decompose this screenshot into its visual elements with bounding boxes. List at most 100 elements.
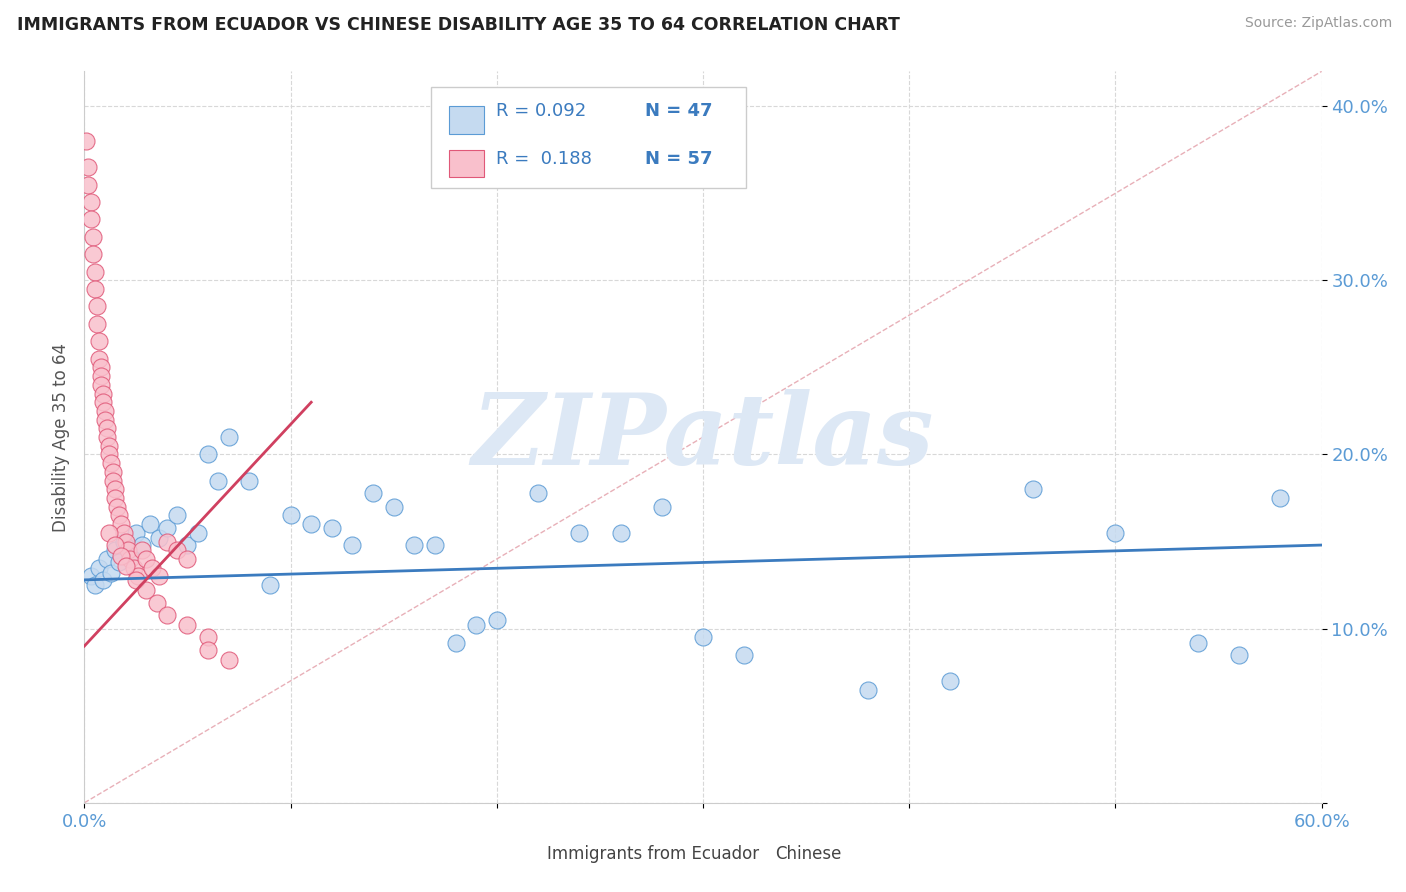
Point — [259, 578, 281, 592]
Point — [361, 485, 384, 500]
Point — [197, 448, 219, 462]
Y-axis label: Disability Age 35 to 64: Disability Age 35 to 64 — [52, 343, 70, 532]
Point — [110, 549, 132, 563]
Point — [166, 543, 188, 558]
Point — [176, 618, 198, 632]
Point — [299, 517, 322, 532]
Text: Immigrants from Ecuador: Immigrants from Ecuador — [547, 846, 759, 863]
Point — [82, 229, 104, 244]
Point — [280, 508, 302, 523]
Point — [856, 682, 879, 697]
Point — [91, 386, 114, 401]
Point — [218, 430, 240, 444]
Point — [94, 404, 117, 418]
Point — [156, 521, 179, 535]
Point — [139, 517, 162, 532]
Point — [651, 500, 673, 514]
Point — [1022, 483, 1045, 497]
Point — [96, 552, 118, 566]
Point — [321, 521, 343, 535]
Point — [127, 569, 149, 583]
Point — [90, 377, 112, 392]
Point — [135, 583, 157, 598]
Point — [75, 134, 97, 148]
Point — [79, 569, 101, 583]
Point — [98, 439, 121, 453]
Point — [382, 500, 405, 514]
Point — [197, 642, 219, 657]
Point — [82, 247, 104, 261]
Point — [96, 421, 118, 435]
Point — [485, 613, 508, 627]
Point — [98, 525, 121, 540]
Point — [90, 369, 112, 384]
Point — [114, 534, 136, 549]
Point — [86, 317, 108, 331]
Point — [90, 360, 112, 375]
Point — [939, 673, 962, 688]
Point — [156, 607, 179, 622]
Point — [465, 618, 488, 632]
Point — [79, 194, 101, 209]
Point — [609, 525, 631, 540]
Point — [110, 517, 132, 532]
Bar — [512, 832, 538, 855]
Bar — [450, 106, 484, 134]
Point — [104, 543, 127, 558]
Bar — [450, 150, 484, 178]
Point — [103, 474, 125, 488]
Point — [105, 500, 128, 514]
Text: Chinese: Chinese — [775, 846, 841, 863]
Point — [135, 552, 157, 566]
Text: R = 0.092: R = 0.092 — [496, 102, 586, 120]
Point — [77, 178, 100, 192]
Point — [141, 560, 163, 574]
Point — [77, 160, 100, 174]
Point — [104, 483, 127, 497]
Point — [197, 631, 219, 645]
Point — [1187, 635, 1209, 649]
Point — [79, 212, 101, 227]
Point — [148, 569, 170, 583]
Point — [83, 282, 105, 296]
Point — [87, 560, 110, 574]
Point — [100, 566, 122, 580]
Point — [692, 631, 714, 645]
Point — [131, 543, 153, 558]
Point — [207, 474, 229, 488]
Point — [404, 538, 426, 552]
Point — [103, 465, 125, 479]
Point — [1104, 525, 1126, 540]
Point — [87, 351, 110, 366]
Point — [108, 556, 131, 570]
Point — [100, 456, 122, 470]
Point — [733, 648, 755, 662]
Point — [145, 595, 167, 609]
Point — [98, 448, 121, 462]
Point — [125, 525, 148, 540]
Point — [96, 430, 118, 444]
Point — [94, 412, 117, 426]
Text: N = 57: N = 57 — [645, 150, 713, 168]
Point — [444, 635, 467, 649]
Text: Source: ZipAtlas.com: Source: ZipAtlas.com — [1244, 16, 1392, 30]
Point — [122, 560, 145, 574]
Point — [176, 552, 198, 566]
Point — [218, 653, 240, 667]
Point — [104, 538, 127, 552]
Point — [83, 265, 105, 279]
Point — [131, 538, 153, 552]
Point — [527, 485, 550, 500]
Point — [118, 549, 141, 563]
Point — [125, 573, 148, 587]
Point — [148, 531, 170, 545]
Point — [166, 508, 188, 523]
Point — [114, 558, 136, 573]
Text: R =  0.188: R = 0.188 — [496, 150, 592, 168]
Point — [568, 525, 591, 540]
Point — [91, 395, 114, 409]
Point — [118, 552, 141, 566]
Point — [423, 538, 446, 552]
Point — [238, 474, 260, 488]
Point — [156, 534, 179, 549]
